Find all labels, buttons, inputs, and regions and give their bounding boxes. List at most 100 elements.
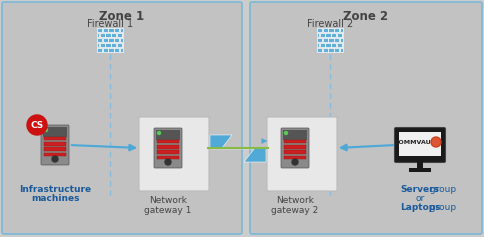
Bar (114, 38, 119, 42)
Bar (323, 48, 328, 52)
Text: Zone 2: Zone 2 (344, 9, 389, 23)
Bar (317, 43, 319, 47)
FancyBboxPatch shape (267, 117, 337, 191)
Bar (325, 43, 331, 47)
Bar (337, 43, 342, 47)
Bar (399, 132, 441, 156)
Circle shape (431, 137, 441, 147)
Bar (283, 130, 307, 140)
Bar (117, 33, 122, 37)
Bar (329, 48, 333, 52)
FancyBboxPatch shape (2, 2, 242, 234)
Bar (331, 33, 336, 37)
FancyBboxPatch shape (394, 128, 445, 163)
Bar (108, 48, 114, 52)
Bar (323, 28, 328, 32)
Bar (342, 43, 343, 47)
Circle shape (27, 115, 47, 135)
Bar (44, 153, 66, 156)
Bar (329, 28, 333, 32)
Bar (103, 48, 108, 52)
Circle shape (292, 159, 298, 165)
Bar (342, 33, 343, 37)
Text: Network
gateway 1: Network gateway 1 (144, 196, 192, 215)
Circle shape (285, 132, 287, 135)
Bar (120, 28, 123, 32)
Circle shape (157, 132, 161, 135)
Bar (44, 147, 66, 151)
Bar (117, 43, 122, 47)
Circle shape (433, 138, 439, 146)
Circle shape (165, 159, 171, 165)
Bar (97, 43, 99, 47)
Bar (340, 38, 343, 42)
Bar (43, 127, 67, 137)
FancyBboxPatch shape (41, 125, 69, 165)
Text: group: group (427, 185, 456, 194)
Bar (334, 38, 339, 42)
Bar (108, 28, 114, 32)
Bar (284, 145, 306, 149)
Text: Firewall 1: Firewall 1 (87, 19, 133, 29)
Bar (334, 28, 339, 32)
Bar (103, 28, 108, 32)
Bar (100, 43, 105, 47)
Bar (97, 48, 102, 52)
Bar (409, 168, 431, 172)
Bar (319, 33, 325, 37)
Bar (340, 28, 343, 32)
Bar (157, 150, 179, 154)
Text: COMMVAULT: COMMVAULT (395, 140, 439, 145)
Bar (284, 150, 306, 154)
Bar (97, 38, 102, 42)
Text: Infrastructure: Infrastructure (19, 185, 91, 194)
Bar (106, 33, 110, 37)
Bar (122, 43, 123, 47)
Bar (331, 43, 336, 47)
Bar (103, 38, 108, 42)
Bar (111, 33, 116, 37)
Text: or: or (415, 194, 424, 203)
Text: Laptops: Laptops (400, 203, 440, 212)
Bar (157, 155, 179, 159)
Text: Zone 1: Zone 1 (99, 9, 145, 23)
Bar (417, 161, 423, 168)
Text: group: group (427, 203, 456, 212)
Bar (317, 38, 322, 42)
Bar (122, 33, 123, 37)
Text: Firewall 2: Firewall 2 (307, 19, 353, 29)
Bar (97, 28, 102, 32)
Text: Network
gateway 2: Network gateway 2 (272, 196, 318, 215)
Bar (157, 145, 179, 149)
Bar (317, 33, 319, 37)
Bar (97, 33, 99, 37)
Text: Servers: Servers (400, 185, 439, 194)
Circle shape (45, 128, 47, 132)
Bar (340, 48, 343, 52)
Text: machines: machines (31, 194, 79, 203)
Bar (284, 140, 306, 143)
Bar (323, 38, 328, 42)
Bar (284, 155, 306, 159)
Bar (317, 48, 322, 52)
Bar (114, 48, 119, 52)
Bar (120, 38, 123, 42)
Bar (114, 28, 119, 32)
Bar (106, 43, 110, 47)
FancyBboxPatch shape (281, 128, 309, 168)
Polygon shape (210, 135, 266, 162)
Bar (108, 38, 114, 42)
Bar (111, 43, 116, 47)
Text: CS: CS (30, 120, 44, 129)
Bar (325, 33, 331, 37)
Bar (319, 43, 325, 47)
Bar (44, 137, 66, 141)
Bar (329, 38, 333, 42)
Bar (317, 28, 322, 32)
Bar (156, 130, 180, 140)
Circle shape (52, 156, 58, 162)
Bar (157, 140, 179, 143)
FancyBboxPatch shape (139, 117, 209, 191)
Bar (44, 142, 66, 146)
FancyBboxPatch shape (154, 128, 182, 168)
